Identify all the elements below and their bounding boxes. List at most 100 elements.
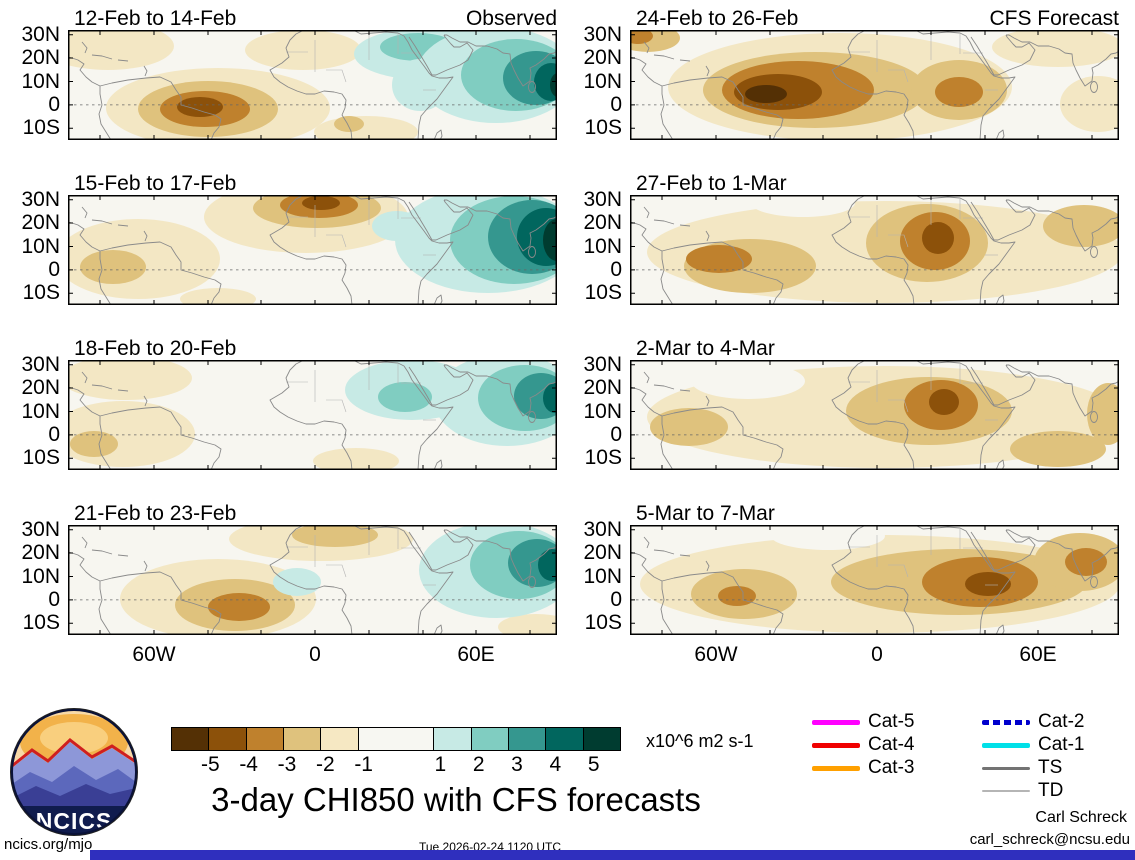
latitude-label: 10N [583,399,622,423]
logo-red-ridge [12,738,136,768]
latitude-label: 30N [583,517,622,541]
site-url: ncics.org/mjo [4,836,93,853]
panel-title-row: 24-Feb to 26-Feb CFS Forecast [566,4,1119,30]
figure-title: 3-day CHI850 with CFS forecasts [211,781,701,818]
map-canvas [630,525,1119,635]
panel-map-body: 30N 20N 10N 0 10S [4,24,557,140]
latitude-label: 10S [22,281,60,305]
author-email: carl_schreck@ncsu.edu [969,831,1130,848]
bottom-bar [90,850,1135,860]
colorbar-tick-label: 5 [587,753,600,776]
longitude-label: 0 [309,643,321,666]
map-panel: 21-Feb to 23-Feb 30N 20N 10N 0 10S [4,499,557,635]
panel-map-body: 30N 20N 10N 0 10S [4,354,557,470]
latitude-label: 0 [610,92,622,116]
legend-label: Cat-3 [868,757,915,778]
latitude-label: 30N [21,187,60,211]
latitude-label: 30N [21,352,60,376]
colorbar [171,727,621,751]
legend-line-cat-1 [982,742,1030,748]
panel-map-body: 30N 20N 10N 0 10S [4,519,557,635]
legend-line-cat-3 [812,765,860,771]
latitude-label: 20N [583,211,622,234]
latitude-label: 20N [21,376,60,399]
legend-label: Cat-2 [1038,711,1085,732]
latitude-label: 10N [583,69,622,93]
panel-title-row: 12-Feb to 14-Feb Observed [4,4,557,30]
latitude-label: 20N [583,541,622,564]
latitude-label: 0 [610,257,622,281]
panel-map-body: 30N 20N 10N 0 10S [566,354,1119,470]
legend-line-td [982,790,1030,792]
latitude-label: 30N [21,517,60,541]
colorbar-cell [507,727,547,751]
panel-date-range: 12-Feb to 14-Feb [74,7,237,30]
map-canvas [68,30,557,140]
latitude-label: 20N [583,376,622,399]
legend-label: Cat-4 [868,734,915,755]
map-canvas [630,360,1119,470]
panel-title-row: 21-Feb to 23-Feb [4,499,557,525]
logo-ring [11,709,137,835]
panel-date-range: 21-Feb to 23-Feb [74,502,237,525]
map-panel: 12-Feb to 14-Feb Observed 30N 20N 10N 0 10S [4,4,557,140]
latitude-label: 10S [22,611,60,635]
colorbar-cell [245,727,284,751]
longitude-label: 60E [1019,643,1057,666]
colorbar-tick-label: 1 [434,753,447,776]
logo-sun [40,722,108,754]
latitude-label: 10S [22,116,60,140]
panel-title-row: 15-Feb to 17-Feb [4,169,557,195]
latitude-label: 10N [21,564,60,588]
colorbar-tick-label: 4 [549,753,562,776]
legend-label: TS [1038,757,1063,778]
latitude-label: 0 [48,587,60,611]
latitude-label: 0 [610,422,622,446]
latitude-label: 10S [584,446,622,470]
panel-map-body: 30N 20N 10N 0 10S [4,189,557,305]
latitude-label: 30N [583,22,622,46]
panel-date-range: 24-Feb to 26-Feb [636,7,799,30]
latitude-label: 30N [21,22,60,46]
colorbar-tick-label: 3 [511,753,523,776]
colorbar-cell [433,727,472,751]
map-canvas [68,525,557,635]
latitude-label: 30N [583,352,622,376]
latitude-label: 10N [21,234,60,258]
panel-map-body: 30N 20N 10N 0 10S [566,519,1119,635]
latitude-label: 10N [21,399,60,423]
panel-title-row: 18-Feb to 20-Feb [4,334,557,360]
panel-map-body: 30N 20N 10N 0 10S [566,24,1119,140]
colorbar-tick-label: -5 [200,753,220,776]
map-canvas [630,195,1119,305]
legend-label: Cat-1 [1038,734,1085,755]
latitude-label: 20N [21,46,60,69]
panel-date-range: 27-Feb to 1-Mar [636,172,787,195]
latitude-label: 0 [610,587,622,611]
longitude-label: 60E [457,643,495,666]
legend-label: TD [1038,780,1064,801]
latitude-label: 20N [583,46,622,69]
panel-date-range: 5-Mar to 7-Mar [636,502,775,525]
latitude-label: 0 [48,422,60,446]
panel-title-row: 27-Feb to 1-Mar [566,169,1119,195]
map-canvas [630,30,1119,140]
legend-label: Cat-5 [868,711,915,732]
colorbar-cell [357,727,435,751]
latitude-label: 20N [21,541,60,564]
colorbar-cell [282,727,322,751]
author-name: Carl Schreck [1035,809,1127,826]
map-panel: 15-Feb to 17-Feb 30N 20N 10N 0 10S [4,169,557,305]
panel-source-label: Observed [465,7,557,30]
panel-map-body: 30N 20N 10N 0 10S [566,189,1119,305]
colorbar-cell [582,727,621,751]
latitude-label: 10S [22,446,60,470]
latitude-label: 10N [21,69,60,93]
latitude-label: 30N [583,187,622,211]
ncics-logo: NCICS [10,708,138,836]
colorbar-cell [470,727,509,751]
panel-date-range: 2-Mar to 4-Mar [636,337,775,360]
colorbar-units: x10^6 m2 s-1 [646,731,754,751]
panel-title-row: 5-Mar to 7-Mar [566,499,1119,525]
